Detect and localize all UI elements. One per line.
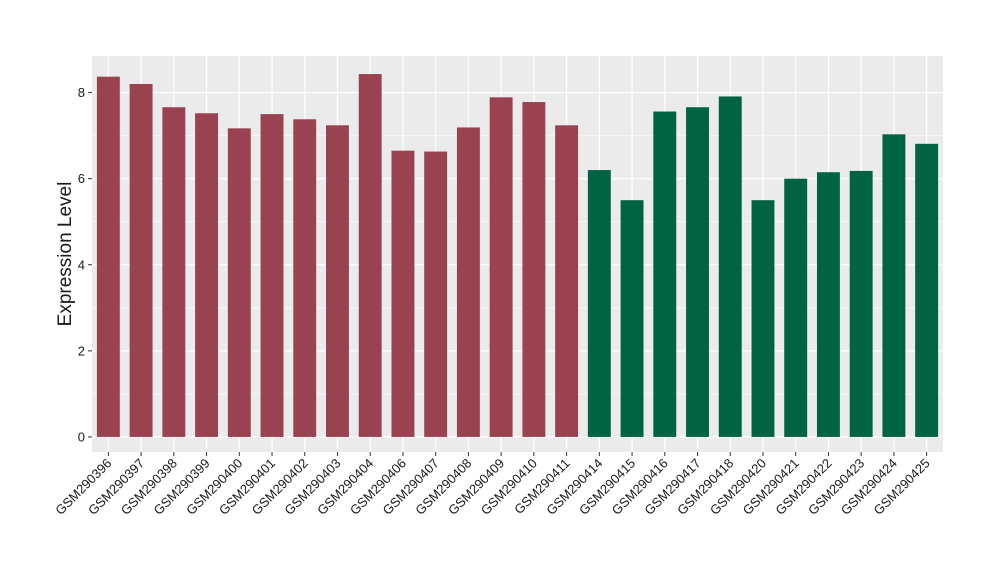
- y-axis-title: Expression Level: [55, 182, 76, 327]
- bar-GSM290401: [260, 114, 284, 437]
- bar-GSM290398: [162, 107, 186, 437]
- bar-GSM290418: [718, 96, 742, 437]
- bar-GSM290397: [129, 83, 153, 437]
- bar-GSM290404: [358, 74, 382, 437]
- y-tick-label: 8: [78, 85, 85, 100]
- bar-GSM290396: [96, 76, 120, 437]
- bar-GSM290417: [686, 107, 709, 437]
- bar-GSM290421: [784, 178, 808, 437]
- plot-panel: [92, 56, 943, 452]
- bar-GSM290407: [424, 151, 448, 437]
- bar-GSM290399: [195, 113, 219, 437]
- bar-GSM290406: [391, 150, 415, 437]
- bar-GSM290403: [326, 125, 349, 437]
- x-axis: GSM290396GSM290397GSM290398GSM290399GSM2…: [52, 452, 933, 518]
- bar-GSM290410: [522, 102, 546, 437]
- y-axis: 0 2 4 6 8: [78, 85, 92, 444]
- bar-GSM290416: [653, 111, 677, 437]
- bar-GSM290423: [849, 170, 873, 437]
- bar-GSM290408: [456, 127, 480, 437]
- y-tick-label: 0: [78, 429, 85, 444]
- bar-GSM290411: [555, 125, 579, 437]
- y-tick-label: 6: [78, 171, 85, 186]
- bars: [96, 74, 939, 437]
- bar-GSM290415: [620, 200, 644, 437]
- bar-GSM290422: [816, 172, 840, 437]
- bar-GSM290425: [915, 143, 939, 437]
- bar-GSM290400: [227, 128, 251, 437]
- bar-GSM290424: [882, 134, 906, 437]
- bar-GSM290409: [489, 97, 513, 437]
- bar-GSM290402: [293, 119, 317, 437]
- y-tick-label: 4: [78, 257, 85, 272]
- y-tick-label: 2: [78, 343, 85, 358]
- bar-GSM290414: [587, 170, 611, 437]
- bar-GSM290420: [751, 200, 775, 437]
